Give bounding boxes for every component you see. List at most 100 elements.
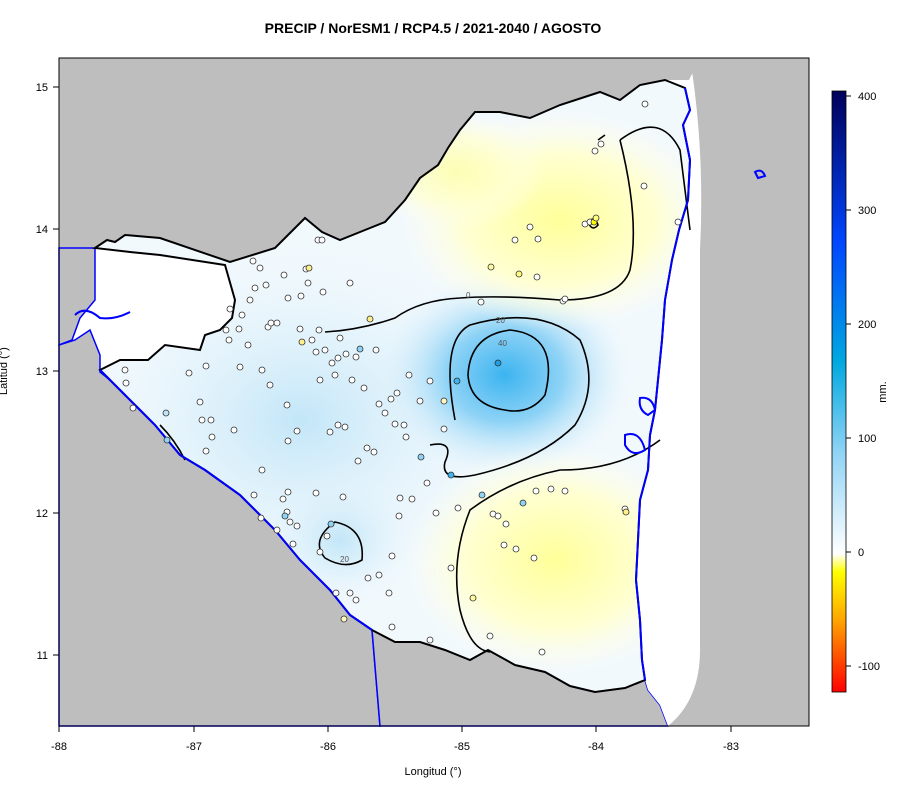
- station-marker: [477, 298, 485, 306]
- station-marker: [267, 319, 275, 327]
- y-tick-label: 15: [36, 82, 48, 94]
- station-marker: [318, 236, 326, 244]
- station-marker: [304, 279, 312, 287]
- station-marker: [244, 341, 252, 349]
- y-axis-label: Latitud (°): [0, 347, 10, 395]
- station-marker: [487, 263, 495, 271]
- station-marker: [416, 397, 424, 405]
- station-marker: [395, 512, 403, 520]
- colorbar-tick-label: -100: [858, 661, 880, 673]
- station-marker: [326, 428, 334, 436]
- station-marker: [339, 493, 347, 501]
- station-marker: [246, 296, 254, 304]
- station-marker: [519, 499, 527, 507]
- station-marker: [305, 264, 313, 272]
- station-marker: [289, 540, 297, 548]
- station-marker: [447, 564, 455, 572]
- station-marker: [198, 416, 206, 424]
- station-marker: [346, 279, 354, 287]
- station-marker: [262, 281, 270, 289]
- map-title: PRECIP / NorESM1 / RCP4.5 / 2021-2040 / …: [264, 20, 602, 36]
- station-marker: [316, 548, 324, 556]
- station-marker: [258, 366, 266, 374]
- station-marker: [336, 334, 344, 342]
- colorbar-tick-label: 400: [858, 91, 876, 103]
- station-marker: [185, 369, 193, 377]
- colorbar-label: mm.: [877, 381, 889, 402]
- station-marker: [334, 354, 342, 362]
- station-marker: [453, 377, 461, 385]
- station-marker: [388, 552, 396, 560]
- station-marker: [561, 487, 569, 495]
- station-marker: [440, 397, 448, 405]
- station-marker: [238, 311, 246, 319]
- station-marker: [512, 545, 520, 553]
- x-axis: -88 -87 -86 -85 -84 -83: [51, 726, 739, 753]
- station-marker: [532, 487, 540, 495]
- contour-label: 40: [498, 339, 507, 348]
- station-marker: [251, 284, 259, 292]
- station-marker: [235, 325, 243, 333]
- station-marker: [375, 400, 383, 408]
- station-marker: [257, 514, 265, 522]
- station-marker: [426, 377, 434, 385]
- station-marker: [502, 520, 510, 528]
- station-marker: [258, 466, 266, 474]
- contour-label-group: 0 20 40 20: [340, 291, 507, 564]
- station-marker: [486, 632, 494, 640]
- station-marker: [432, 509, 440, 517]
- station-marker: [469, 594, 477, 602]
- x-axis-label: Longitud (°): [404, 766, 462, 778]
- station-marker: [402, 433, 410, 441]
- station-marker: [207, 416, 215, 424]
- station-marker: [297, 292, 305, 300]
- colorbar-tick-label: 200: [858, 319, 876, 331]
- station-marker: [674, 218, 682, 226]
- station-marker: [363, 444, 371, 452]
- station-marker: [121, 366, 129, 374]
- station-marker: [372, 346, 380, 354]
- station-marker: [360, 384, 368, 392]
- station-marker: [249, 257, 257, 265]
- coastline: [74, 87, 767, 681]
- station-marker: [405, 371, 413, 379]
- station-marker: [423, 479, 431, 487]
- y-tick-label: 12: [36, 508, 48, 520]
- y-tick-label: 11: [37, 650, 48, 662]
- station-marker: [370, 448, 378, 456]
- station-marker: [352, 596, 360, 604]
- station-marker: [236, 363, 244, 371]
- station-marker: [284, 294, 292, 302]
- station-marker: [494, 359, 502, 367]
- contour-label: 0: [466, 291, 471, 300]
- station-marker: [230, 426, 238, 434]
- colorbar-gradient: [831, 90, 847, 693]
- station-marker: [273, 526, 281, 534]
- station-marker: [364, 574, 372, 582]
- station-marker: [511, 236, 519, 244]
- station-marker: [494, 512, 502, 520]
- station-marker: [538, 648, 546, 656]
- station-marker: [592, 214, 600, 222]
- y-tick-label: 13: [36, 366, 48, 378]
- station-marker: [226, 305, 234, 313]
- station-marker: [316, 376, 324, 384]
- station-marker: [478, 491, 486, 499]
- station-marker: [279, 495, 287, 503]
- x-tick-label: -83: [723, 741, 739, 753]
- station-marker: [346, 589, 354, 597]
- station-marker: [341, 423, 349, 431]
- station-marker: [208, 433, 216, 441]
- x-tick-label: -84: [588, 741, 604, 753]
- station-marker: [396, 494, 404, 502]
- station-marker: [334, 421, 342, 429]
- station-marker: [561, 295, 569, 303]
- station-marker: [323, 532, 331, 540]
- station-marker: [298, 338, 306, 346]
- station-marker: [266, 381, 274, 389]
- station-marker: [332, 589, 340, 597]
- station-marker: [342, 350, 350, 358]
- station-marker: [417, 453, 425, 461]
- station-marker: [319, 288, 327, 296]
